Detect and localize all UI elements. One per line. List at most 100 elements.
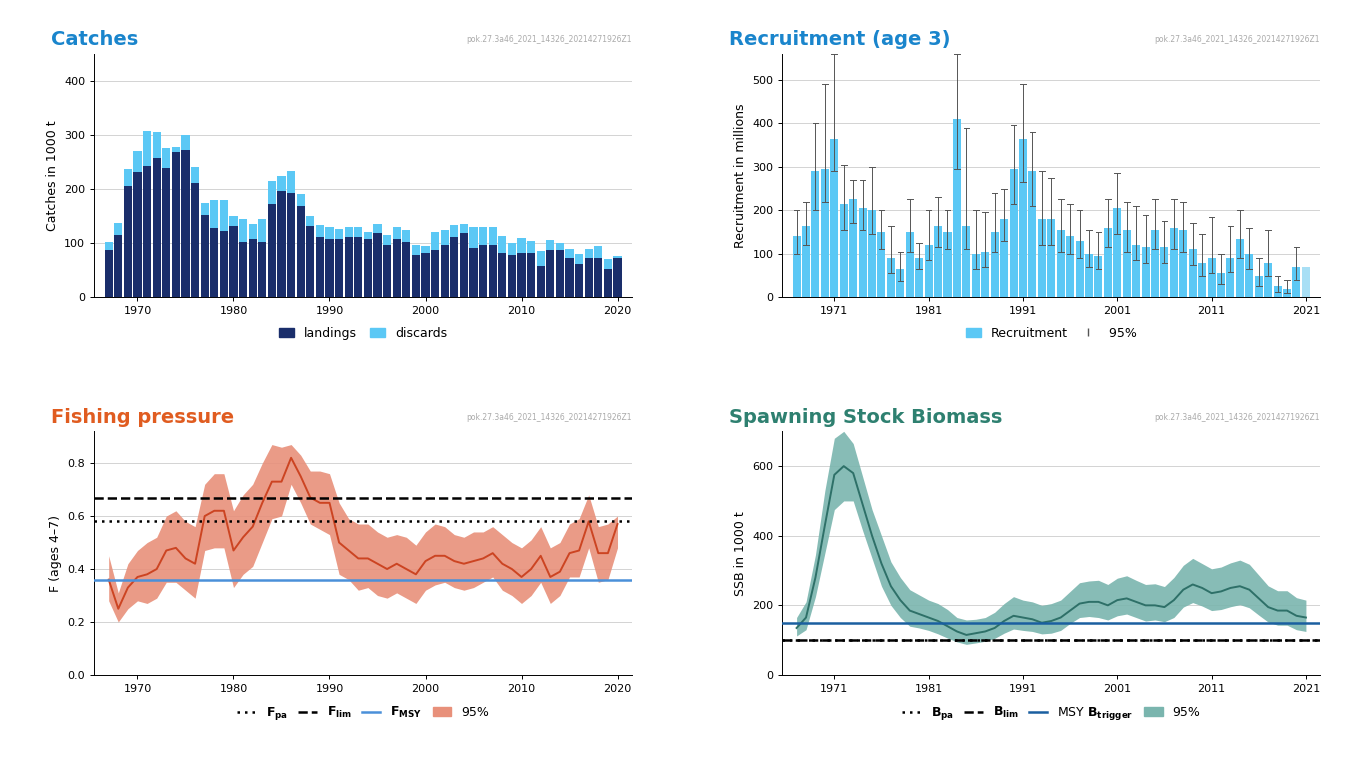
Bar [1160,247,1168,298]
Bar [1122,230,1130,298]
Bar [489,228,497,245]
Bar [1065,236,1074,298]
Bar [849,199,857,298]
Bar [1179,230,1187,298]
Bar [1009,169,1017,298]
Bar [431,250,439,298]
Bar [268,182,276,204]
Text: Catches: Catches [51,31,139,49]
Bar [249,224,257,239]
Bar [277,191,286,298]
Bar [469,248,478,298]
Bar [249,239,257,298]
Bar [517,238,525,253]
Bar [210,200,218,228]
Bar [335,229,343,239]
Bar [536,251,544,266]
Bar [480,228,488,245]
Bar [1255,275,1262,298]
Bar [556,250,564,298]
Bar [1207,258,1215,298]
Bar [124,169,132,186]
Bar [296,206,304,298]
Bar [1188,249,1196,298]
Bar [114,223,123,235]
Bar [1293,267,1300,298]
Bar [1131,245,1140,298]
Bar [508,243,516,255]
Bar [1028,171,1036,298]
Legend: $\mathbf{B}_{\mathbf{pa}}$, $\mathbf{B}_{\mathbf{lim}}$, MSY $\mathbf{B}_{\mathb: $\mathbf{B}_{\mathbf{pa}}$, $\mathbf{B}_… [897,700,1206,727]
Bar [547,250,555,298]
Bar [392,239,401,298]
Bar [575,254,583,264]
Y-axis label: Recruitment in millions: Recruitment in millions [734,104,746,248]
Bar [1169,228,1177,298]
Bar [392,227,401,239]
Bar [527,253,535,298]
Bar [527,241,535,253]
Text: Fishing pressure: Fishing pressure [51,408,234,427]
Bar [268,204,276,298]
Bar [1094,256,1102,298]
Bar [603,259,612,269]
Bar [1150,230,1158,298]
Bar [792,236,800,298]
Bar [952,119,960,298]
Bar [191,183,199,298]
Bar [162,148,170,169]
Bar [287,193,295,298]
Y-axis label: F (ages 4–7): F (ages 4–7) [48,515,62,591]
Bar [566,258,574,298]
Bar [315,237,325,298]
Bar [1037,219,1045,298]
Bar [1084,254,1092,298]
Y-axis label: SSB in 1000 t: SSB in 1000 t [734,511,746,595]
Bar [422,246,430,253]
Bar [575,264,583,298]
Bar [422,253,430,298]
Bar [124,186,132,298]
Bar [182,150,190,298]
Bar [373,233,381,298]
Text: pok.27.3a46_2021_14326_20214271926Z1: pok.27.3a46_2021_14326_20214271926Z1 [1154,413,1320,422]
Text: Recruitment (age 3): Recruitment (age 3) [729,31,950,49]
Bar [594,258,602,298]
Bar [1103,228,1111,298]
Text: pok.27.3a46_2021_14326_20214271926Z1: pok.27.3a46_2021_14326_20214271926Z1 [1154,35,1320,44]
Bar [858,208,866,298]
Bar [345,227,353,237]
Bar [326,239,334,298]
Bar [830,139,838,298]
Text: pok.27.3a46_2021_14326_20214271926Z1: pok.27.3a46_2021_14326_20214271926Z1 [466,413,632,422]
Bar [498,235,506,253]
Bar [345,237,353,298]
Bar [315,225,325,237]
Bar [459,224,467,233]
Bar [594,246,602,258]
Bar [1197,262,1206,298]
Bar [335,239,343,298]
Bar [182,135,190,150]
Bar [238,242,248,298]
Bar [943,232,951,298]
Bar [999,219,1008,298]
Bar [811,171,819,298]
Bar [373,224,381,233]
Bar [287,170,295,193]
Bar [517,253,525,298]
Bar [1274,286,1281,298]
Bar [152,158,160,298]
Bar [114,235,123,298]
Bar [469,227,478,248]
Bar [354,237,362,298]
Bar [1113,208,1121,298]
Bar [450,237,458,298]
Legend: landings, discards: landings, discards [275,321,451,344]
Bar [990,232,998,298]
Bar [354,227,362,237]
Bar [143,131,151,166]
Bar [566,249,574,258]
Bar [839,204,847,298]
Bar [412,255,420,298]
